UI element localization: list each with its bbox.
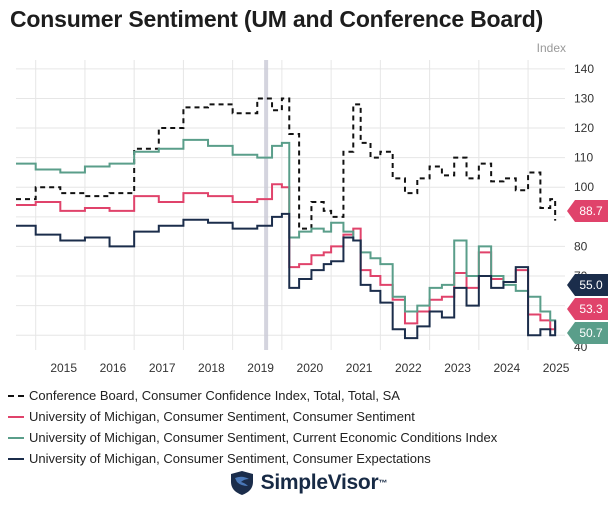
x-tick-label: 2022 [395,361,422,375]
simplevisor-logo-icon [230,471,253,495]
end-label-box [567,200,608,222]
chart-title: Consumer Sentiment (UM and Conference Bo… [10,6,544,32]
brand-trademark: ™ [378,478,388,488]
x-tick-label: 2024 [493,361,520,375]
y-tick-label: 140 [574,62,594,76]
legend-swatch [8,415,24,418]
brand-name: SimpleVisor [260,471,379,494]
y-tick-label: 130 [574,91,594,105]
end-label-box [567,298,608,320]
x-tick-label: 2017 [149,361,176,375]
x-tick-label: 2019 [247,361,274,375]
grid-lines [16,60,565,350]
end-label-text: 55.0 [579,278,603,292]
legend-label: Conference Board, Consumer Confidence In… [29,388,400,403]
series-line-2 [16,138,557,334]
y-tick-label: 110 [574,151,593,165]
end-label-box [567,322,608,344]
y-tick-label: 100 [574,180,594,194]
end-label-text: 88.7 [579,204,603,218]
x-tick-label: 2015 [50,361,77,375]
series-line-3 [16,212,557,340]
x-tick-label: 2023 [444,361,471,375]
legend-item-conference-board: Conference Board, Consumer Confidence In… [8,385,497,406]
end-label-0: 88.7 [567,200,608,222]
covid-band [264,60,269,350]
x-tick-label: 2020 [297,361,324,375]
y-tick-label: 120 [574,121,594,135]
legend-label: University of Michigan, Consumer Sentime… [29,409,415,424]
series-lines [16,97,557,340]
legend: Conference Board, Consumer Confidence In… [8,385,497,469]
end-label-3: 55.0 [567,274,608,296]
end-label-text: 53.3 [579,302,603,316]
y-tick-label: 80 [574,239,588,253]
legend-label: University of Michigan, Consumer Sentime… [29,451,431,466]
legend-swatch [8,394,24,397]
end-label-1: 53.3 [567,298,608,320]
end-label-2: 50.7 [567,322,608,344]
end-label-box [567,274,608,296]
brand-footer: SimpleVisor ™ [0,470,616,496]
series-line-0 [16,97,557,230]
x-axis: 2015 2016 2017 2018 2019 2020 2021 2022 2023 2024… [50,361,569,375]
x-tick-label: 2018 [198,361,225,375]
legend-item-um-expectations: University of Michigan, Consumer Sentime… [8,448,497,469]
y-axis-title: Index [537,41,566,55]
end-labels: 88.7 55.0 53.3 50.7 [567,200,608,344]
series-line-1 [16,183,557,331]
x-tick-label: 2025 [543,361,570,375]
x-tick-label: 2021 [346,361,373,375]
chart: Index1401301201101009080705540 201520162… [16,41,608,375]
x-tick-label: 2016 [100,361,127,375]
legend-swatch [8,436,24,439]
legend-swatch [8,457,24,460]
end-label-text: 50.7 [579,326,603,340]
highlight-band [264,60,269,350]
legend-item-um-current: University of Michigan, Consumer Sentime… [8,427,497,448]
legend-item-um-sentiment: University of Michigan, Consumer Sentime… [8,406,497,427]
legend-label: University of Michigan, Consumer Sentime… [29,430,498,445]
